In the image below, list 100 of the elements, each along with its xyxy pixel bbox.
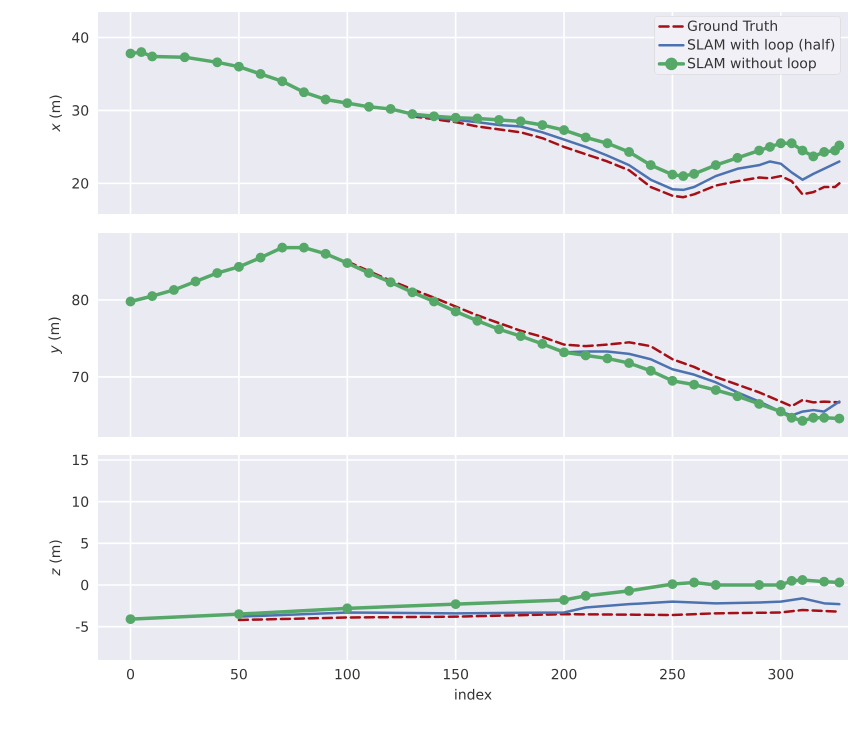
point xyxy=(234,62,244,72)
legend-label: SLAM without loop xyxy=(688,58,816,72)
point xyxy=(364,268,374,278)
point xyxy=(190,276,200,286)
point xyxy=(834,140,844,150)
point xyxy=(732,391,742,402)
point xyxy=(689,578,700,588)
y-tick-label: 0 xyxy=(81,580,88,590)
point xyxy=(429,296,439,306)
point xyxy=(450,112,461,123)
point xyxy=(537,120,548,130)
point xyxy=(624,586,634,596)
y-axis-title: z (m) xyxy=(49,540,62,576)
point xyxy=(624,358,634,368)
point xyxy=(494,114,504,125)
point xyxy=(776,138,786,148)
point xyxy=(710,580,721,590)
point xyxy=(212,57,222,68)
point xyxy=(559,125,569,136)
point xyxy=(559,347,569,358)
point xyxy=(136,47,146,58)
x-tick-label: 50 xyxy=(231,668,247,680)
y-axis-title: y (m) xyxy=(48,318,62,354)
point xyxy=(126,48,136,59)
x-tick-label: 200 xyxy=(552,668,576,680)
point xyxy=(516,116,526,126)
point xyxy=(516,331,526,342)
point xyxy=(754,146,764,156)
legend-label: Ground Truth xyxy=(688,20,777,32)
point xyxy=(834,414,844,424)
point xyxy=(602,138,612,148)
point xyxy=(710,160,721,170)
point xyxy=(212,268,222,278)
point xyxy=(786,412,797,423)
point xyxy=(765,142,775,152)
y-tick-label: 70 xyxy=(72,372,88,382)
point xyxy=(559,595,569,605)
y-tick-label: 40 xyxy=(72,32,88,43)
y-tick-label: -5 xyxy=(76,621,88,632)
point xyxy=(786,576,797,586)
x-tick-label: 300 xyxy=(768,668,794,680)
x-tick-label: 150 xyxy=(444,668,468,680)
point xyxy=(667,376,678,386)
point xyxy=(386,104,396,114)
point xyxy=(732,152,742,163)
point xyxy=(754,580,764,590)
point xyxy=(710,385,721,395)
point xyxy=(126,614,136,624)
point xyxy=(667,170,678,180)
point xyxy=(298,242,309,253)
point xyxy=(602,354,612,364)
point xyxy=(256,69,266,79)
point xyxy=(819,576,830,587)
point xyxy=(277,76,288,86)
x-axis-title: index xyxy=(455,688,492,700)
point xyxy=(624,147,634,157)
y-tick-label: 20 xyxy=(72,178,88,189)
point xyxy=(819,147,830,157)
point xyxy=(450,306,461,316)
point xyxy=(667,579,678,590)
point xyxy=(472,114,482,124)
x-tick-label: 100 xyxy=(336,668,360,680)
x-tick-label: 250 xyxy=(660,668,685,680)
legend-label: SLAM with loop (half) xyxy=(688,38,834,52)
point xyxy=(786,138,797,148)
point xyxy=(689,380,700,390)
y-tick-label: 10 xyxy=(72,496,88,507)
y-tick-label: 30 xyxy=(72,105,88,116)
point xyxy=(450,599,461,610)
point xyxy=(834,578,844,588)
point xyxy=(808,412,818,423)
y-axis-title: x (m) xyxy=(49,96,62,132)
point xyxy=(776,580,786,590)
point xyxy=(320,94,331,104)
point xyxy=(277,242,288,253)
point xyxy=(407,287,418,298)
point xyxy=(126,296,136,306)
point xyxy=(342,258,352,268)
point xyxy=(580,590,591,601)
point xyxy=(776,406,786,417)
point xyxy=(646,160,656,170)
point xyxy=(407,109,418,120)
point xyxy=(429,111,439,122)
point xyxy=(819,412,830,423)
point xyxy=(256,252,266,263)
point xyxy=(494,324,504,334)
x-tick-label: 0 xyxy=(127,668,134,680)
point xyxy=(364,102,374,112)
point xyxy=(180,52,190,62)
y-tick-label: 5 xyxy=(81,538,88,549)
y-tick-label: 80 xyxy=(72,294,88,306)
point xyxy=(342,98,352,108)
point xyxy=(808,151,818,162)
point xyxy=(234,262,244,272)
point xyxy=(580,350,591,360)
point xyxy=(472,316,482,326)
point xyxy=(147,52,158,62)
point xyxy=(798,575,808,585)
point xyxy=(342,603,352,614)
point xyxy=(537,338,548,349)
